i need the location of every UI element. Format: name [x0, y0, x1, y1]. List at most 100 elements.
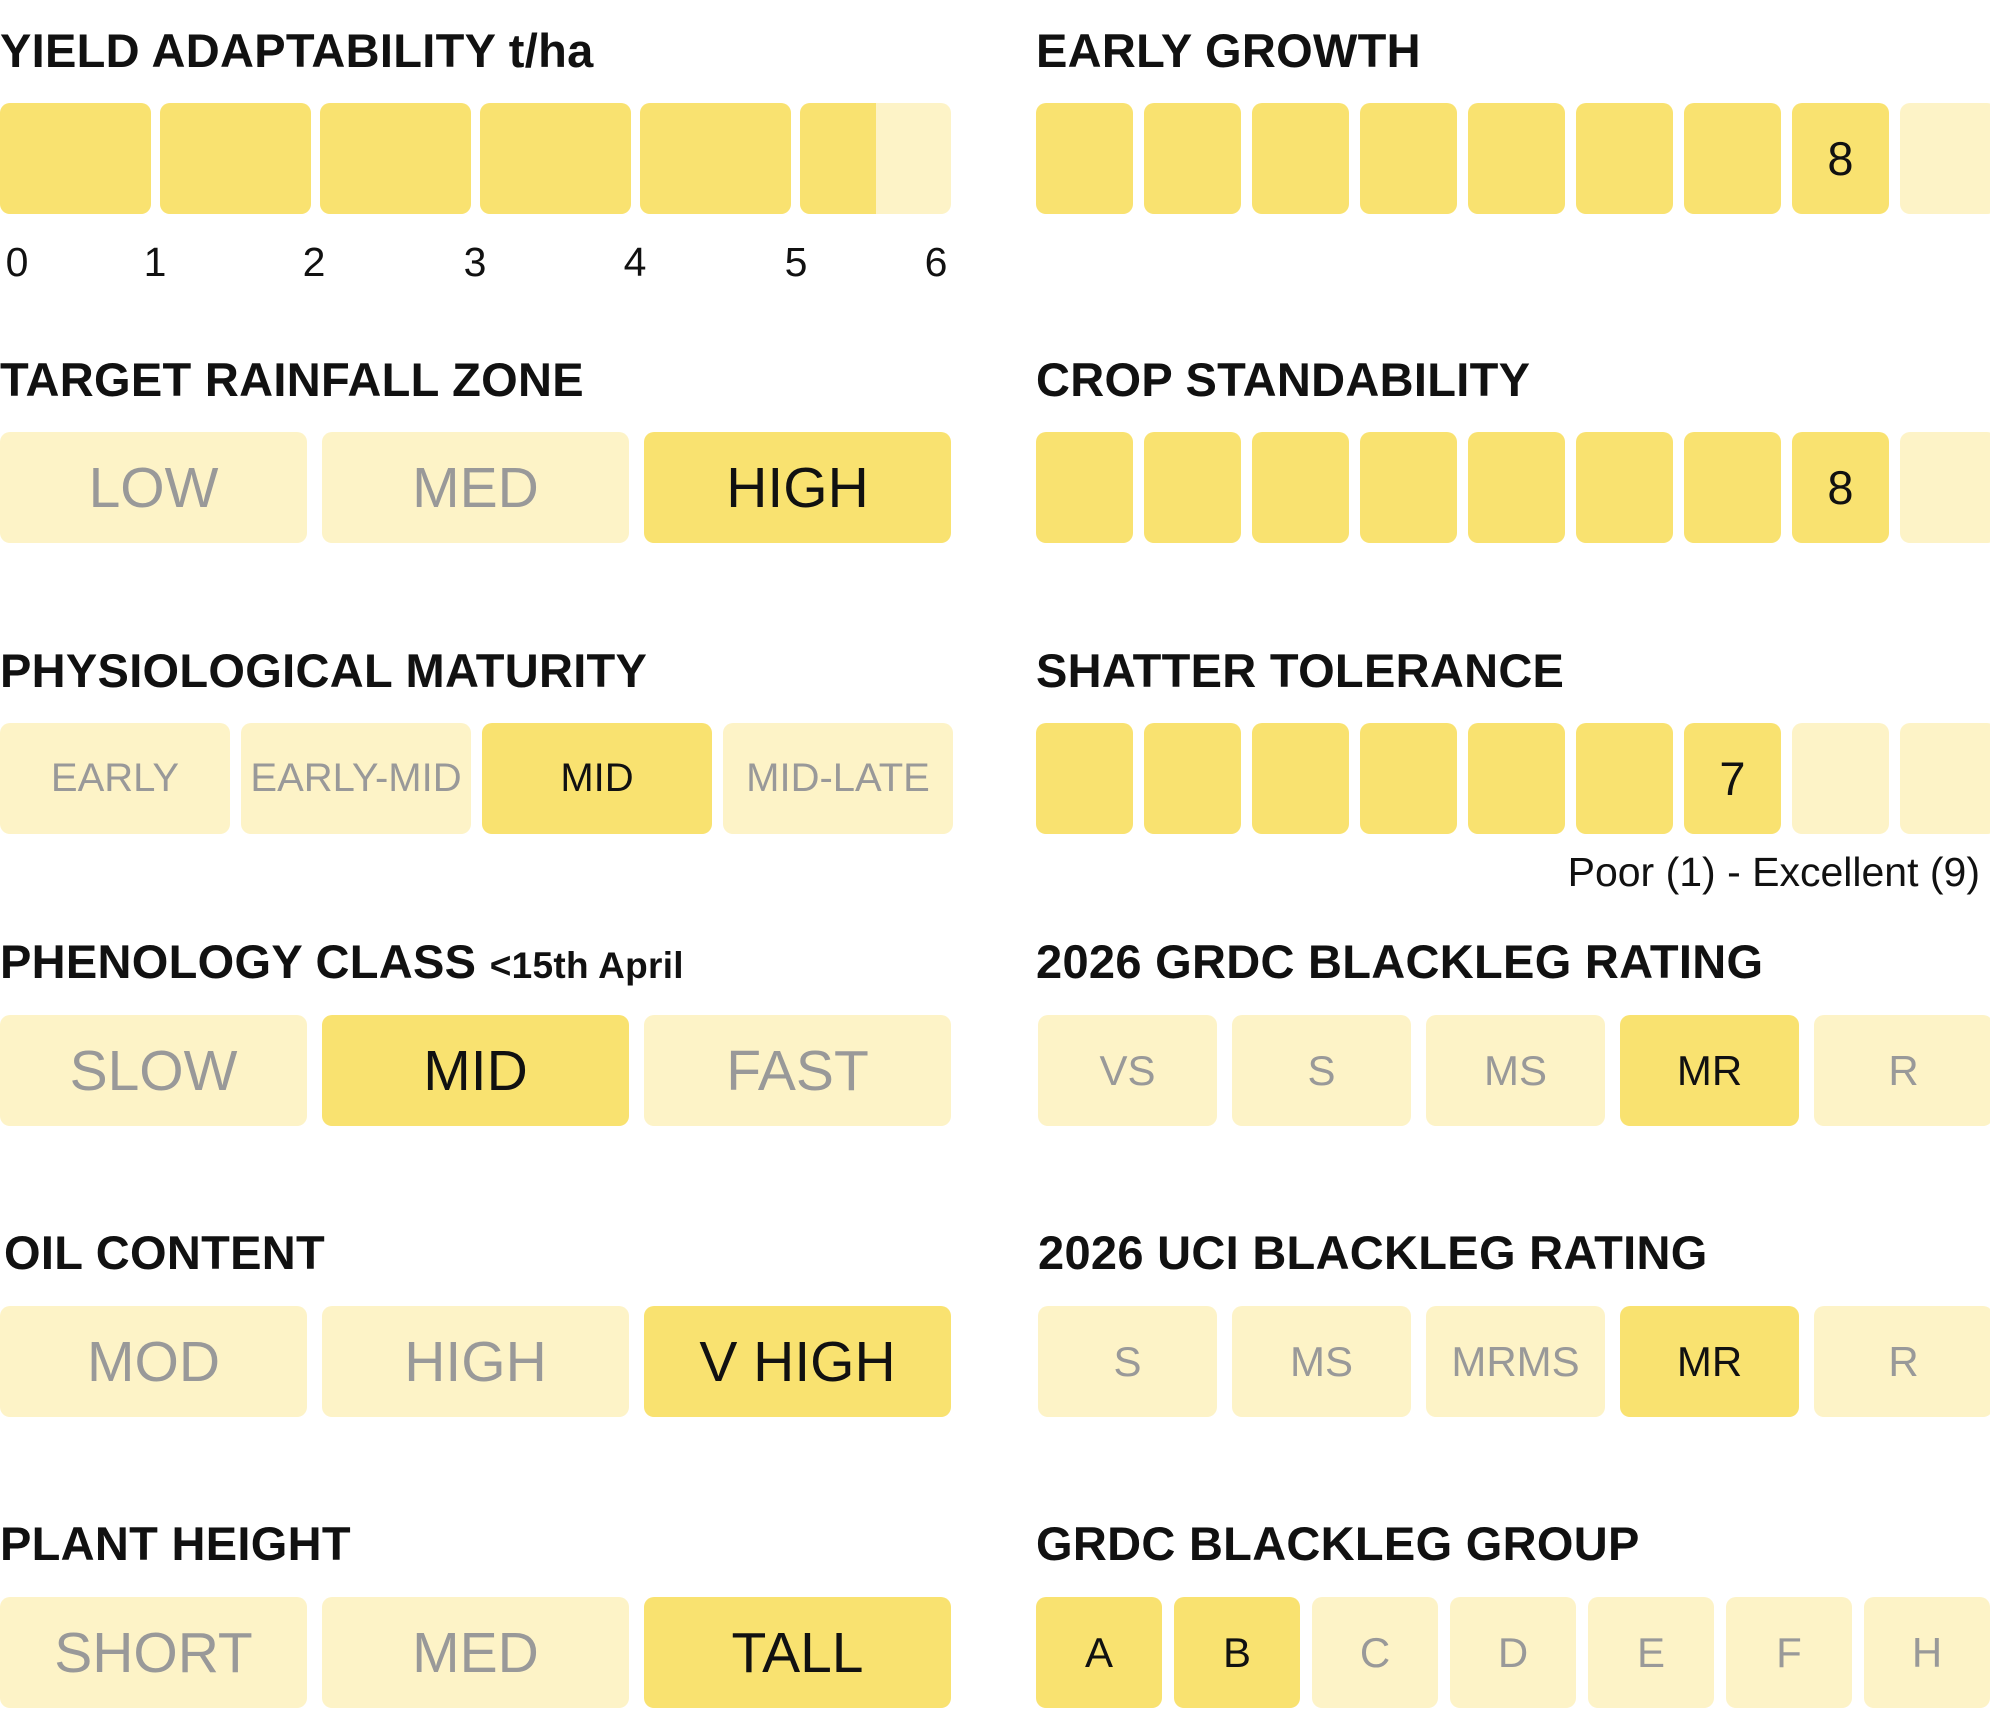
shatter-cell-9: [1900, 723, 1990, 834]
shatter-cell-6: [1576, 723, 1673, 834]
uci-rating-options: S MS MRMS MR R: [1038, 1306, 1990, 1417]
standability-cell-2: [1144, 432, 1241, 543]
grdc-group-option-b: B: [1174, 1597, 1300, 1708]
height-options: SHORT MED TALL: [0, 1597, 951, 1708]
phenology-option-mid: MID: [322, 1015, 629, 1126]
yield-title: YIELD ADAPTABILITY t/ha: [0, 24, 594, 77]
uci-rating-option-mrms: MRMS: [1426, 1306, 1605, 1417]
rainfall-option-low: LOW: [0, 432, 307, 543]
early-growth-title: EARLY GROWTH: [1036, 24, 1421, 77]
maturity-option-early: EARLY: [0, 723, 230, 834]
scale-note: Poor (1) - Excellent (9): [1567, 849, 1980, 895]
shatter-title: SHATTER TOLERANCE: [1036, 644, 1565, 697]
standability-cell-6: [1576, 432, 1673, 543]
early-growth-cell-4: [1360, 103, 1457, 214]
maturity-option-early-mid: EARLY-MID: [241, 723, 471, 834]
grdc-group-option-a: A: [1036, 1597, 1162, 1708]
shatter-cell-2: [1144, 723, 1241, 834]
uci-rating-title: 2026 UCI BLACKLEG RATING: [1038, 1226, 1708, 1279]
yield-tick-label: 4: [623, 239, 647, 285]
yield-segment-4: [480, 103, 631, 214]
yield-segment-1: [0, 103, 151, 214]
grdc-rating-option-s: S: [1232, 1015, 1411, 1126]
phenology-option-fast: FAST: [644, 1015, 951, 1126]
height-option-short: SHORT: [0, 1597, 307, 1708]
grdc-group-option-d: D: [1450, 1597, 1576, 1708]
oil-option-v-high: V HIGH: [644, 1306, 951, 1417]
grdc-rating-option-mr: MR: [1620, 1015, 1799, 1126]
yield-fill: [480, 103, 631, 214]
rainfall-option-high: HIGH: [644, 432, 951, 543]
standability-cell-5: [1468, 432, 1565, 543]
shatter-cell-8: [1792, 723, 1889, 834]
grdc-group-option-c: C: [1312, 1597, 1438, 1708]
oil-title: OIL CONTENT: [4, 1226, 325, 1279]
grdc-group-option-e: E: [1588, 1597, 1714, 1708]
yield-segment-3: [320, 103, 471, 214]
shatter-cell-5: [1468, 723, 1565, 834]
early-growth-cell-1: [1036, 103, 1133, 214]
standability-title: CROP STANDABILITY: [1036, 353, 1531, 406]
early-growth-cell-5: [1468, 103, 1565, 214]
early-growth-scale: 8: [1036, 103, 1990, 214]
rainfall-title: TARGET RAINFALL ZONE: [0, 353, 584, 406]
yield-fill: [800, 103, 876, 214]
yield-tick-label: 2: [302, 239, 326, 285]
standability-scale: 8: [1036, 432, 1990, 543]
early-growth-cell-3: [1252, 103, 1349, 214]
standability-cell-1: [1036, 432, 1133, 543]
oil-options: MOD HIGH V HIGH: [0, 1306, 951, 1417]
shatter-cell-4: [1360, 723, 1457, 834]
rainfall-options: LOW MED HIGH: [0, 432, 951, 543]
uci-rating-option-mr: MR: [1620, 1306, 1799, 1417]
yield-segment-5: [640, 103, 791, 214]
yield-fill: [640, 103, 791, 214]
group-title: GRDC BLACKLEG GROUP: [1036, 1517, 1640, 1570]
yield-tick-label: 1: [143, 239, 167, 285]
phenology-title: PHENOLOGY CLASS <15th April: [0, 938, 684, 985]
yield-fill: [320, 103, 471, 214]
standability-cell-8: 8: [1792, 432, 1889, 543]
shatter-cell-3: [1252, 723, 1349, 834]
maturity-title: PHYSIOLOGICAL MATURITY: [0, 644, 648, 697]
yield-ticks: 0 1 2 3 4 5 6: [0, 242, 960, 292]
yield-bar: [0, 103, 951, 214]
yield-tick-label: 3: [463, 239, 487, 285]
height-option-tall: TALL: [644, 1597, 951, 1708]
standability-cell-4: [1360, 432, 1457, 543]
maturity-option-mid: MID: [482, 723, 712, 834]
rainfall-option-med: MED: [322, 432, 629, 543]
standability-cell-7: [1684, 432, 1781, 543]
grdc-group-option-f: F: [1726, 1597, 1852, 1708]
phenology-options: SLOW MID FAST: [0, 1015, 951, 1126]
grdc-rating-options: VS S MS MR R: [1038, 1015, 1990, 1126]
early-growth-cell-2: [1144, 103, 1241, 214]
yield-tick-label: 6: [924, 239, 948, 285]
phenology-title-text: PHENOLOGY CLASS: [0, 935, 477, 988]
uci-rating-option-s: S: [1038, 1306, 1217, 1417]
grdc-rating-title: 2026 GRDC BLACKLEG RATING: [1036, 935, 1764, 988]
early-growth-cell-7: [1684, 103, 1781, 214]
grdc-rating-option-r: R: [1814, 1015, 1990, 1126]
early-growth-cell-9: [1900, 103, 1990, 214]
height-title: PLANT HEIGHT: [0, 1517, 351, 1570]
yield-fill: [0, 103, 151, 214]
uci-rating-option-ms: MS: [1232, 1306, 1411, 1417]
shatter-cell-1: [1036, 723, 1133, 834]
early-growth-cell-6: [1576, 103, 1673, 214]
grdc-group-option-h: H: [1864, 1597, 1990, 1708]
yield-fill: [160, 103, 311, 214]
standability-cell-3: [1252, 432, 1349, 543]
shatter-scale: 7: [1036, 723, 1990, 834]
phenology-option-slow: SLOW: [0, 1015, 307, 1126]
standability-cell-9: [1900, 432, 1990, 543]
oil-option-high: HIGH: [322, 1306, 629, 1417]
phenology-subtitle: <15th April: [489, 945, 684, 986]
grdc-rating-option-vs: VS: [1038, 1015, 1217, 1126]
uci-rating-option-r: R: [1814, 1306, 1990, 1417]
height-option-med: MED: [322, 1597, 629, 1708]
early-growth-cell-8: 8: [1792, 103, 1889, 214]
yield-segment-6: [800, 103, 951, 214]
oil-option-mod: MOD: [0, 1306, 307, 1417]
